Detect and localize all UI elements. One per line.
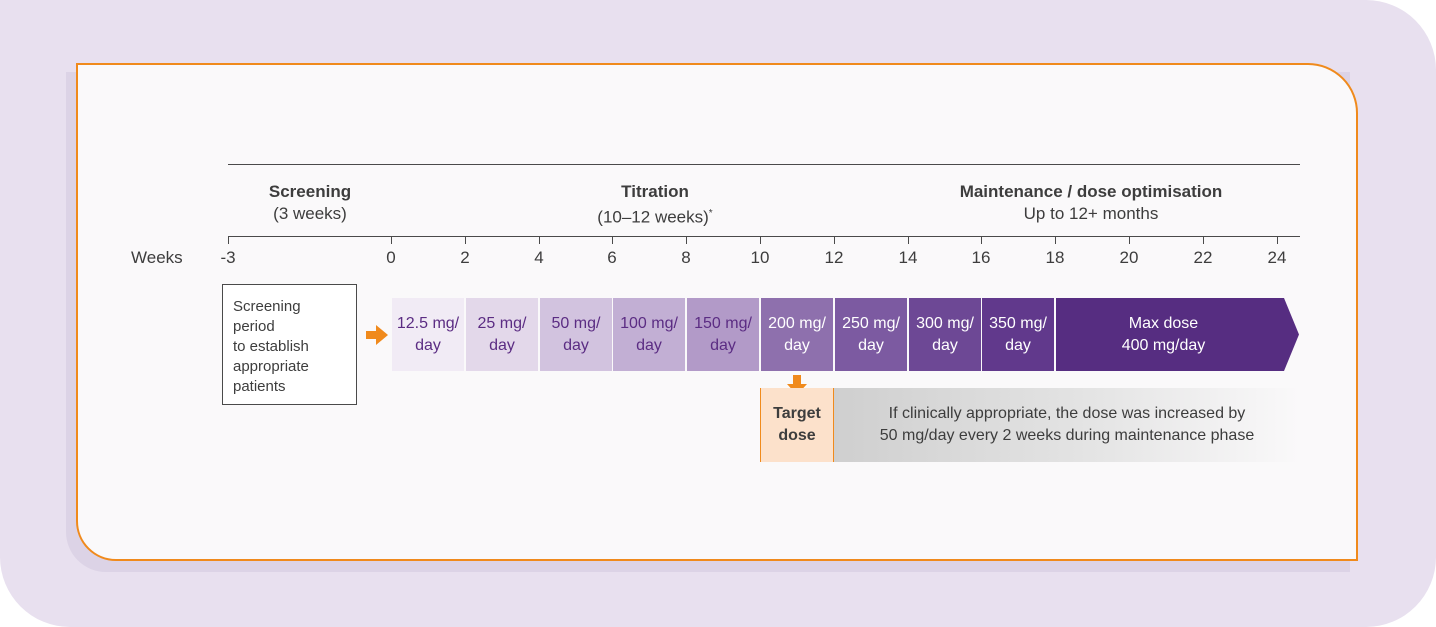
arrow-down-icon: [787, 375, 807, 395]
phase-titration: Titration (10–12 weeks)*: [555, 181, 755, 229]
week-tick-label: 10: [750, 248, 770, 267]
week-tick: [391, 236, 392, 244]
dose-step: 250 mg/ day: [835, 298, 907, 371]
target-dose: Target dose: [760, 388, 834, 462]
week-tick-label: -3: [220, 248, 236, 267]
phase-maintenance: Maintenance / dose optimisation Up to 12…: [930, 181, 1252, 225]
week-tick: [228, 236, 229, 244]
week-tick: [1203, 236, 1204, 244]
dose-step: 300 mg/ day: [909, 298, 981, 371]
week-tick-label: 12: [824, 248, 844, 267]
week-tick: [539, 236, 540, 244]
phase-maintenance-subtitle: Up to 12+ months: [1023, 204, 1159, 223]
phase-screening-subtitle: (3 weeks): [273, 204, 347, 223]
phase-screening-title: Screening: [268, 182, 352, 201]
week-tick: [1129, 236, 1130, 244]
phase-titration-subtitle: (10–12 weeks): [597, 207, 709, 227]
week-tick-label: 18: [1045, 248, 1065, 267]
week-tick-label: 8: [681, 248, 691, 267]
phase-titration-footnote: *: [708, 208, 713, 219]
week-tick-label: 14: [898, 248, 918, 267]
max-dose-label: Max dose 400 mg/day: [1121, 314, 1206, 354]
phase-titration-title: Titration: [621, 182, 689, 201]
week-tick: [1277, 236, 1278, 244]
week-tick-label: 4: [534, 248, 544, 267]
dose-step: 200 mg/ day: [761, 298, 833, 371]
phase-screening: Screening (3 weeks): [230, 181, 390, 225]
week-tick: [908, 236, 909, 244]
week-tick: [760, 236, 761, 244]
dose-step: 350 mg/ day: [982, 298, 1054, 371]
week-tick: [612, 236, 613, 244]
arrow-right-icon: [366, 325, 388, 345]
dose-step: 50 mg/ day: [540, 298, 612, 371]
header-rule: [228, 164, 1300, 165]
dose-step: 12.5 mg/ day: [392, 298, 464, 371]
week-tick: [465, 236, 466, 244]
max-dose-arrow: [1056, 298, 1299, 371]
axis-label-weeks: Weeks: [131, 248, 183, 267]
week-tick: [834, 236, 835, 244]
week-tick: [1055, 236, 1056, 244]
week-tick-label: 22: [1193, 248, 1213, 267]
week-tick-label: 16: [971, 248, 991, 267]
week-tick-label: 0: [386, 248, 396, 267]
week-tick-label: 2: [460, 248, 470, 267]
dose-step: 150 mg/ day: [687, 298, 759, 371]
week-tick-label: 24: [1267, 248, 1287, 267]
screening-period-box: Screening period to establish appropriat…: [222, 284, 357, 405]
week-axis-line: [228, 236, 1300, 237]
week-tick-label: 6: [607, 248, 617, 267]
week-tick: [981, 236, 982, 244]
dose-step: 100 mg/ day: [613, 298, 685, 371]
dose-step: 25 mg/ day: [466, 298, 538, 371]
week-tick-label: 20: [1119, 248, 1139, 267]
week-tick: [686, 236, 687, 244]
maintenance-note: If clinically appropriate, the dose was …: [834, 388, 1300, 462]
phase-maintenance-title: Maintenance / dose optimisation: [959, 182, 1223, 201]
